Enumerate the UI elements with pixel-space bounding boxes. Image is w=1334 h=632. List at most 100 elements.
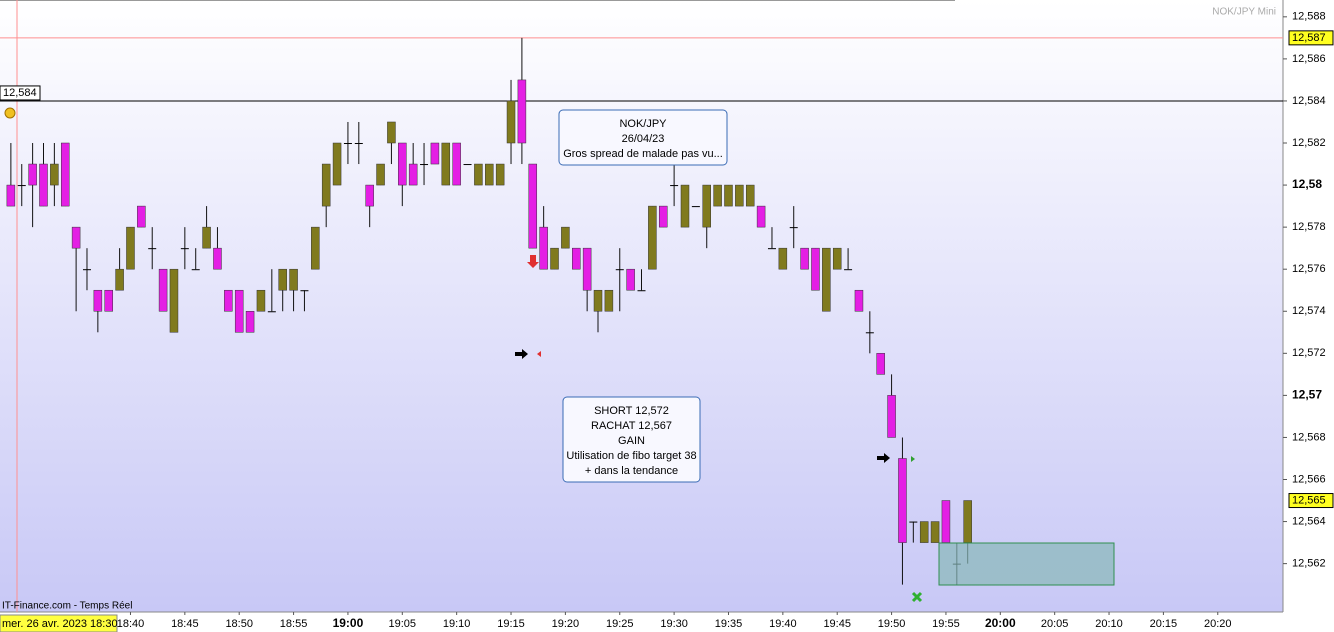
candle-body [811,247,820,291]
candle-body [169,268,179,333]
y-tick-label: 12,578 [1292,221,1326,233]
candle-body [452,142,461,186]
candle-body [517,79,527,144]
candle-body [332,142,342,186]
candle-body [626,268,635,291]
price-label: 12,584 [3,87,37,99]
candle-body [234,289,244,333]
y-tick-label: 12,584 [1292,95,1326,107]
candle-body [441,142,451,186]
x-tick-label: 18:50 [225,618,253,630]
annotation-box [562,396,701,483]
bell-icon [4,107,16,119]
candle-body [60,142,70,207]
x-tick-label: 20:00 [985,616,1016,630]
y-tick-label: 12,58 [1292,177,1322,191]
candle-body [778,247,788,270]
annotation-box [558,109,728,166]
candle-body [289,268,298,291]
candle-body [278,268,287,291]
candle-body [202,226,211,249]
annotation-text: SHORT 12,572 [594,405,669,417]
x-tick-label: 19:10 [443,618,471,630]
x-tick-label: 19:40 [769,618,797,630]
candle-body [909,521,918,523]
y-tick-label: 12,586 [1292,53,1326,65]
y-tick-label: 12,582 [1292,137,1326,149]
candle-body [745,184,755,207]
x-tick-label: 19:50 [878,618,906,630]
right-arrow [877,453,890,463]
y-tick-label: 12,564 [1292,515,1326,527]
candle-body [354,143,363,145]
chart-title: NOK/JPY Mini [1212,7,1276,18]
candle-body [82,269,91,271]
candle-body [637,290,646,292]
candle-body [822,247,831,312]
candle-body [311,226,320,270]
candle-body [256,289,266,312]
candle-body [615,269,624,271]
x-tick-label: 19:15 [497,618,525,630]
candle-body [224,289,233,312]
marker [537,351,541,357]
candle-body [756,205,766,228]
x-tick-label: 20:15 [1150,618,1178,630]
candle-body [898,458,907,543]
x-tick-label: 20:10 [1095,618,1123,630]
candle-body [39,163,48,207]
candle-body [420,164,429,166]
candle-body [941,500,951,543]
candle-body [6,184,16,207]
x-tick-label: 18:55 [280,618,308,630]
candle-body [28,163,37,186]
price-label-box [1288,493,1334,509]
annotation-text: GAIN [618,435,645,447]
x-tick-label: 19:45 [823,618,851,630]
candle-body [539,226,548,270]
price-label-box [0,85,41,101]
target-zone [938,542,1115,586]
candle-body [17,185,26,187]
candle-body [300,290,309,292]
candle-body [376,163,385,186]
candle-body [93,289,103,312]
candle-body [463,164,472,166]
candle-body [267,311,276,313]
candle-body [50,163,59,186]
candle-body [572,247,581,270]
candle-body [180,248,189,250]
candle-body [485,163,494,186]
candle-body [495,163,505,186]
candle-body [919,521,929,543]
y-tick-label: 12,568 [1292,431,1326,443]
annotation-text: NOK/JPY [619,118,667,130]
candle-body [865,332,874,334]
x-tick-label: 18:40 [117,618,145,630]
candle-body [648,205,657,270]
candle-body [343,143,352,145]
x-tick-label: 19:20 [552,618,580,630]
x-axis-area [0,612,1283,632]
exit-cross [911,591,923,603]
x-tick-label: 19:30 [660,618,688,630]
candle-body [832,247,842,270]
x-tick-label: 18:45 [171,618,199,630]
right-arrow [515,349,528,359]
candle-body [670,185,679,187]
candle-body [658,205,668,228]
x-tick-label: 20:05 [1041,618,1069,630]
y-tick-label: 12,566 [1292,473,1326,485]
candle-body [398,142,407,186]
candle-body [789,227,798,229]
candle-body [713,184,722,207]
candle-body [245,311,255,333]
candle-body [963,500,972,543]
date-label-box [0,614,118,632]
candle-body [430,142,440,165]
candle-body [408,163,418,186]
annotation-text: RACHAT 12,567 [591,420,672,432]
candle-body [735,184,744,207]
annotation-text: + dans la tendance [585,465,678,477]
